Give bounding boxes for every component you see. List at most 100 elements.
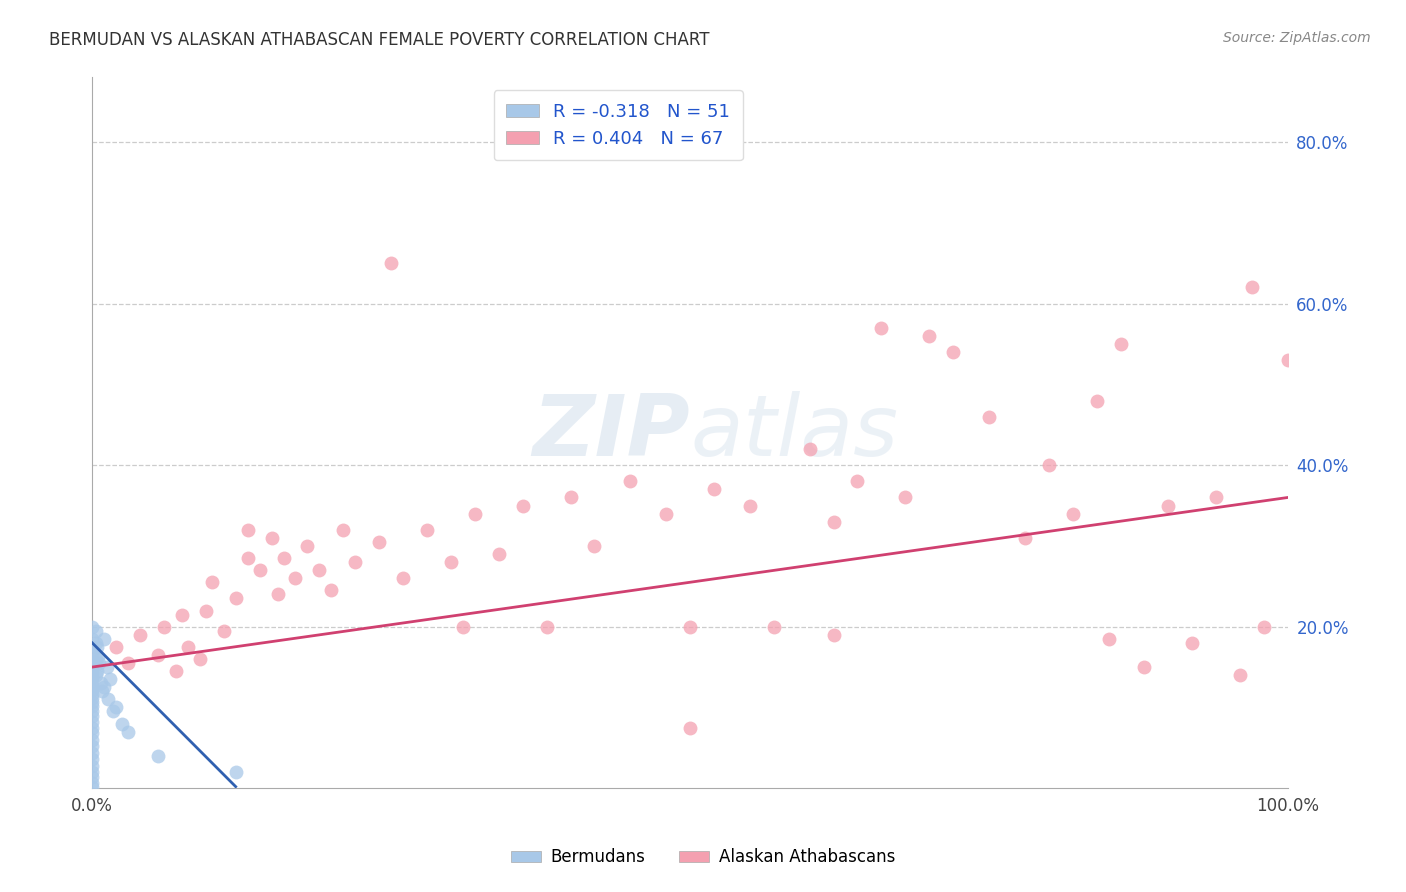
Point bbox=[1277, 353, 1299, 368]
Point bbox=[82, 648, 104, 662]
Point bbox=[97, 692, 120, 706]
Point bbox=[82, 732, 104, 747]
Point bbox=[1062, 507, 1084, 521]
Point bbox=[703, 483, 725, 497]
Point bbox=[762, 620, 785, 634]
Point bbox=[82, 695, 104, 709]
Point bbox=[146, 748, 169, 763]
Point bbox=[512, 499, 534, 513]
Point bbox=[368, 534, 391, 549]
Point bbox=[86, 640, 108, 654]
Point bbox=[82, 690, 104, 705]
Point bbox=[82, 721, 104, 735]
Point bbox=[86, 664, 108, 678]
Point bbox=[894, 491, 917, 505]
Point bbox=[82, 674, 104, 689]
Point bbox=[84, 636, 107, 650]
Point bbox=[82, 726, 104, 740]
Point bbox=[1014, 531, 1036, 545]
Point bbox=[380, 256, 402, 270]
Legend: R = -0.318   N = 51, R = 0.404   N = 67: R = -0.318 N = 51, R = 0.404 N = 67 bbox=[494, 90, 742, 161]
Point bbox=[82, 640, 104, 654]
Point bbox=[392, 571, 415, 585]
Point bbox=[738, 499, 761, 513]
Point bbox=[1253, 620, 1275, 634]
Point bbox=[488, 547, 510, 561]
Point bbox=[1085, 393, 1108, 408]
Point bbox=[332, 523, 354, 537]
Point bbox=[679, 620, 702, 634]
Point bbox=[96, 660, 118, 674]
Point bbox=[82, 780, 104, 794]
Point bbox=[82, 758, 104, 772]
Point bbox=[84, 624, 107, 638]
Point bbox=[90, 676, 112, 690]
Point bbox=[82, 746, 104, 760]
Point bbox=[82, 679, 104, 693]
Point bbox=[82, 704, 104, 718]
Point bbox=[249, 563, 271, 577]
Point bbox=[284, 571, 307, 585]
Point bbox=[583, 539, 606, 553]
Point bbox=[823, 628, 845, 642]
Point bbox=[977, 409, 1000, 424]
Text: atlas: atlas bbox=[690, 392, 898, 475]
Point bbox=[416, 523, 439, 537]
Point bbox=[82, 654, 104, 668]
Point bbox=[1241, 280, 1264, 294]
Point bbox=[89, 656, 111, 670]
Point bbox=[105, 640, 128, 654]
Point bbox=[846, 475, 869, 489]
Text: BERMUDAN VS ALASKAN ATHABASCAN FEMALE POVERTY CORRELATION CHART: BERMUDAN VS ALASKAN ATHABASCAN FEMALE PO… bbox=[49, 31, 710, 49]
Point bbox=[1157, 499, 1180, 513]
Point bbox=[111, 716, 134, 731]
Point bbox=[117, 656, 139, 670]
Point bbox=[225, 591, 247, 606]
Point bbox=[870, 321, 893, 335]
Point bbox=[918, 329, 941, 343]
Point bbox=[117, 724, 139, 739]
Point bbox=[82, 765, 104, 780]
Point bbox=[82, 739, 104, 754]
Point bbox=[236, 523, 259, 537]
Point bbox=[82, 775, 104, 789]
Point bbox=[82, 665, 104, 680]
Point bbox=[105, 700, 128, 714]
Point bbox=[146, 648, 169, 662]
Point bbox=[823, 515, 845, 529]
Point bbox=[560, 491, 582, 505]
Point bbox=[297, 539, 319, 553]
Point bbox=[260, 531, 283, 545]
Point bbox=[344, 555, 367, 569]
Point bbox=[273, 551, 295, 566]
Point bbox=[177, 640, 200, 654]
Point bbox=[1038, 458, 1060, 472]
Text: Source: ZipAtlas.com: Source: ZipAtlas.com bbox=[1223, 31, 1371, 45]
Point bbox=[82, 662, 104, 676]
Text: ZIP: ZIP bbox=[533, 392, 690, 475]
Point bbox=[82, 632, 104, 646]
Point bbox=[165, 664, 187, 678]
Point bbox=[464, 507, 486, 521]
Point bbox=[84, 652, 107, 666]
Point bbox=[93, 632, 115, 646]
Point bbox=[82, 770, 104, 784]
Point bbox=[90, 684, 112, 698]
Point bbox=[1133, 660, 1156, 674]
Point bbox=[201, 575, 224, 590]
Point bbox=[266, 587, 288, 601]
Point bbox=[1205, 491, 1227, 505]
Point bbox=[82, 682, 104, 697]
Point bbox=[82, 708, 104, 723]
Point bbox=[225, 765, 247, 780]
Point bbox=[619, 475, 641, 489]
Point bbox=[82, 698, 104, 713]
Point bbox=[82, 658, 104, 673]
Point bbox=[536, 620, 558, 634]
Point bbox=[153, 620, 176, 634]
Point bbox=[82, 620, 104, 634]
Point bbox=[194, 603, 217, 617]
Point bbox=[308, 563, 330, 577]
Point bbox=[440, 555, 463, 569]
Point bbox=[679, 721, 702, 735]
